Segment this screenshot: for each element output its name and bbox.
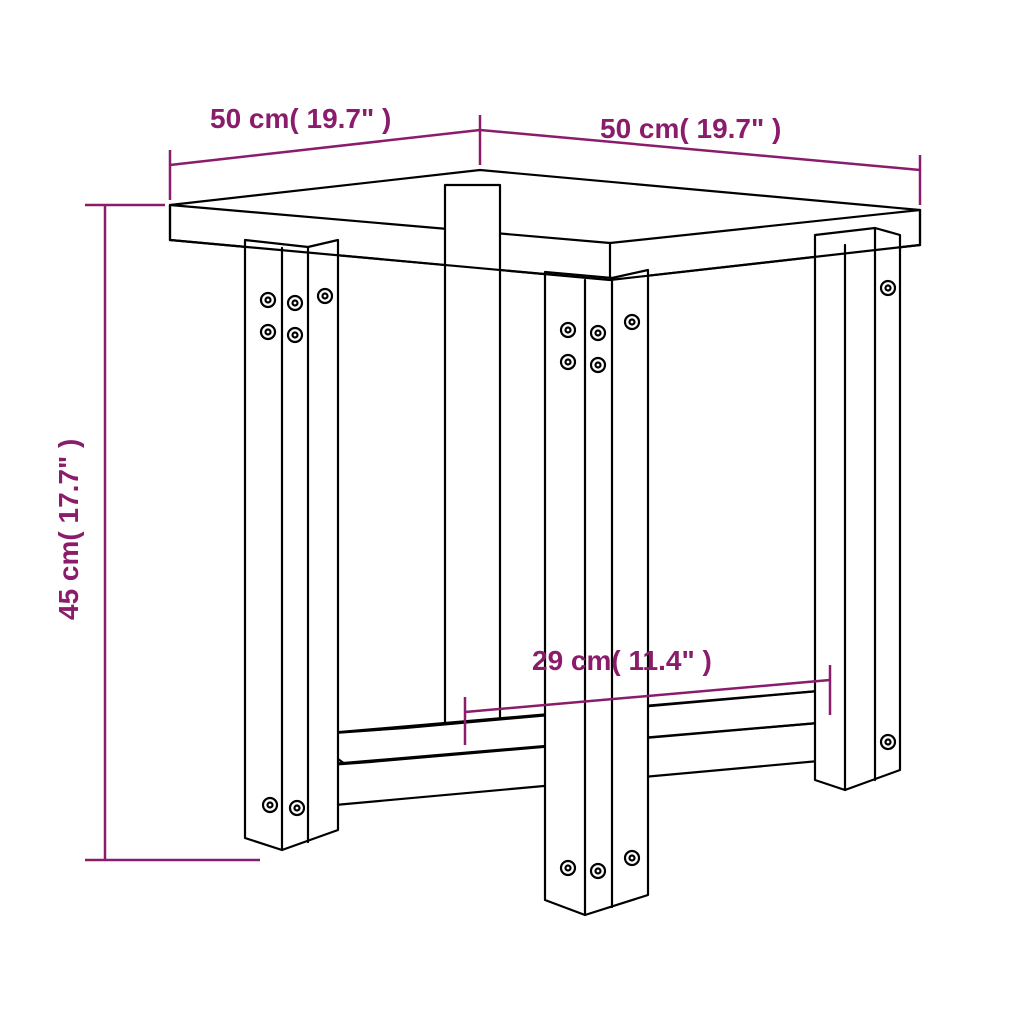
- dim-height-label: 45 cm( 17.7" ): [53, 439, 84, 620]
- leg-front-left: [245, 240, 338, 850]
- dim-height: 45 cm( 17.7" ): [53, 205, 260, 860]
- leg-back-right: [815, 228, 900, 790]
- dim-shelf-label: 29 cm( 11.4" ): [532, 645, 712, 676]
- dim-width-label: 50 cm( 19.7" ): [600, 113, 781, 144]
- table-drawing: [170, 170, 920, 915]
- dim-depth-label: 50 cm( 19.7" ): [210, 103, 391, 134]
- dimension-drawing: 50 cm( 19.7" ) 50 cm( 19.7" ) 45 cm( 17.…: [0, 0, 1024, 1024]
